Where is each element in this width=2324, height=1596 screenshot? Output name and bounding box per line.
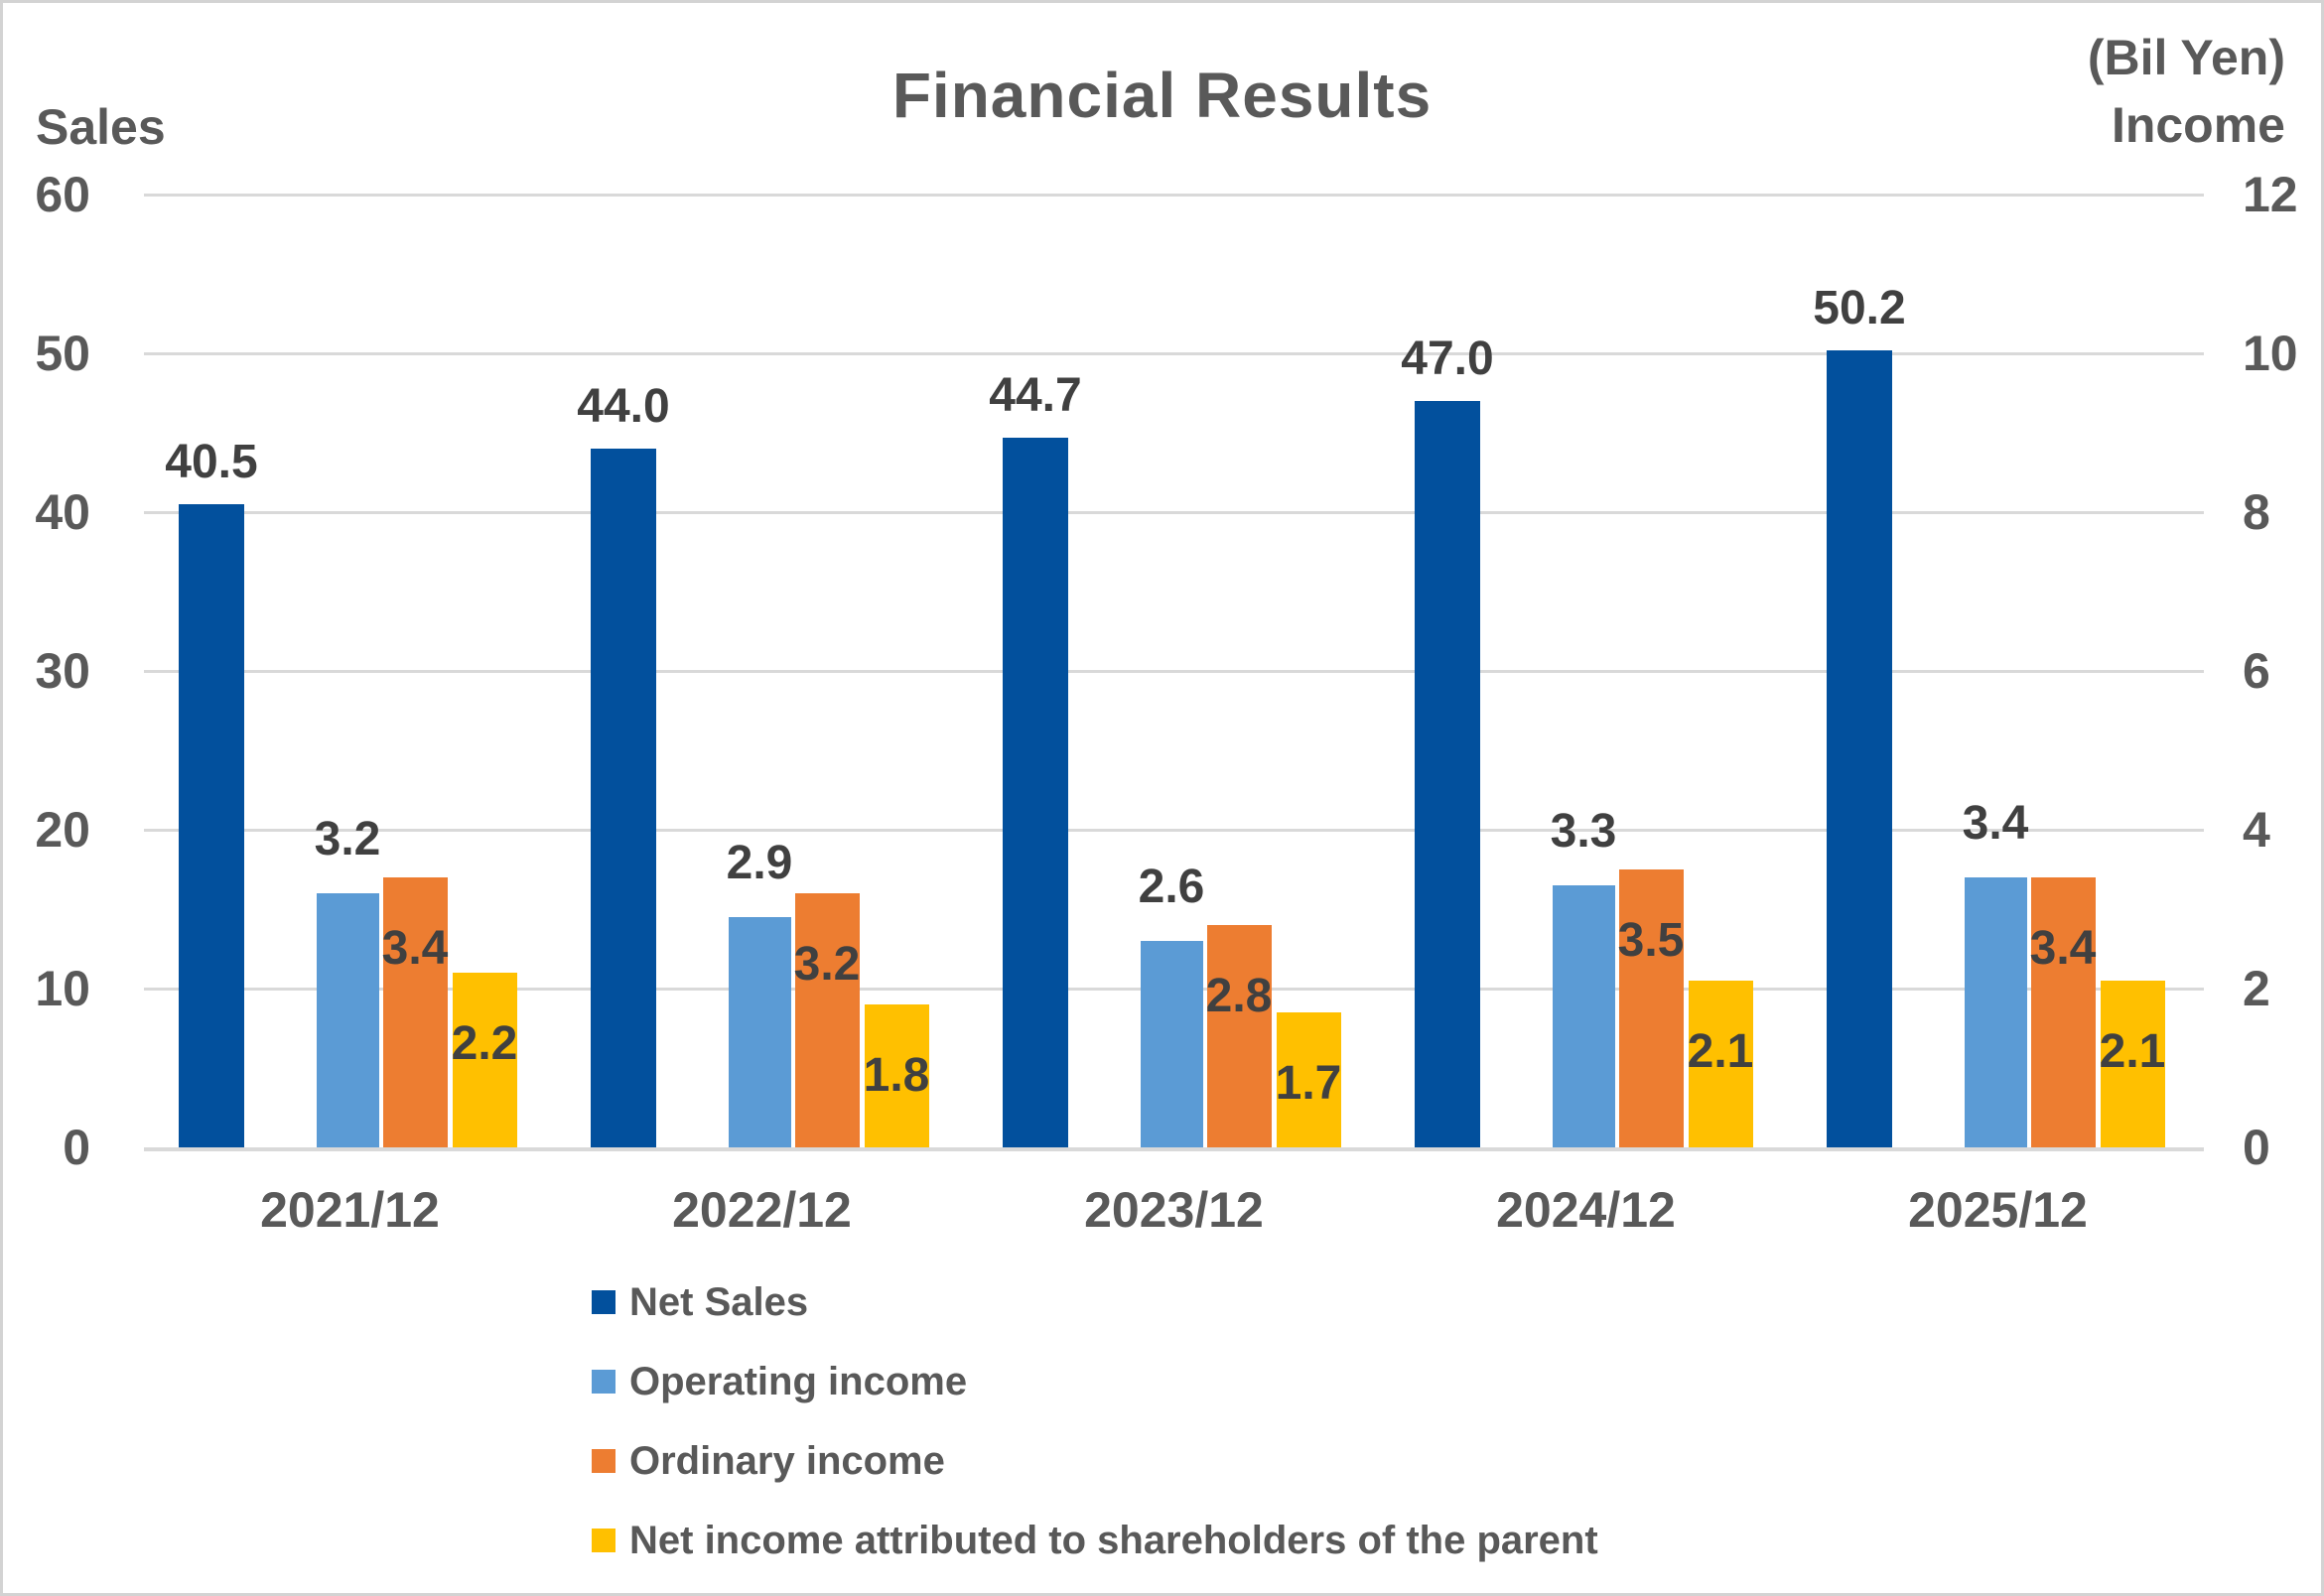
x-axis-label-2023-12: 2023/12 — [1084, 1182, 1264, 1238]
legend-swatch-ordinary-income — [592, 1449, 615, 1473]
y-axis-tick-right: 2 — [2243, 961, 2270, 1016]
gridline — [144, 669, 2204, 673]
legend-item-operating-income: Operating income — [592, 1352, 967, 1411]
data-label-net-sales-2023-12: 44.7 — [989, 368, 1082, 422]
right-axis-unit-note: (Bil Yen) — [2087, 30, 2285, 85]
left-axis-title: Sales — [36, 99, 166, 155]
legend-item-ordinary-income: Ordinary income — [592, 1431, 945, 1491]
bar-net-income-attributed-to-shareholders-of-the-parent-2022-12 — [865, 1004, 929, 1147]
right-axis-title: Income — [2111, 97, 2285, 153]
x-axis-label-2025-12: 2025/12 — [1908, 1182, 2088, 1238]
data-label-operating-income-2024-12: 3.3 — [1550, 805, 1617, 858]
legend-swatch-operating-income — [592, 1370, 615, 1394]
bar-operating-income-2023-12 — [1141, 941, 1203, 1147]
bar-ordinary-income-2023-12 — [1207, 925, 1272, 1147]
y-axis-tick-left: 20 — [35, 802, 90, 858]
legend-label-operating-income: Operating income — [629, 1359, 968, 1403]
legend-swatch-net-sales — [592, 1290, 615, 1314]
bar-net-sales-2023-12 — [1003, 437, 1068, 1147]
bar-net-sales-2024-12 — [1415, 401, 1480, 1147]
legend-label-net-income-attributed-to-shareholders-of-the-parent: Net income attributed to shareholders of… — [629, 1518, 1598, 1562]
y-axis-tick-left: 60 — [35, 167, 90, 222]
legend-item-net-sales: Net Sales — [592, 1272, 808, 1332]
data-label-ordinary-income-2021-12: 3.4 — [381, 922, 449, 975]
y-axis-tick-right: 4 — [2243, 802, 2270, 858]
bar-net-income-attributed-to-shareholders-of-the-parent-2025-12 — [2101, 981, 2165, 1147]
gridline — [144, 510, 2204, 514]
bar-ordinary-income-2022-12 — [795, 893, 860, 1147]
bar-net-sales-2022-12 — [591, 449, 656, 1147]
legend-item-net-income-attributed-to-shareholders-of-the-parent: Net income attributed to shareholders of… — [592, 1511, 1598, 1570]
data-label-net-income-attributed-to-shareholders-of-the-parent-2023-12: 1.7 — [1275, 1057, 1342, 1110]
bar-ordinary-income-2024-12 — [1619, 869, 1684, 1147]
data-label-net-sales-2022-12: 44.0 — [577, 380, 670, 433]
bar-ordinary-income-2021-12 — [383, 877, 448, 1147]
gridline — [144, 351, 2204, 355]
x-axis-label-2022-12: 2022/12 — [672, 1182, 852, 1238]
bar-net-sales-2025-12 — [1827, 349, 1892, 1147]
gridline — [144, 1147, 2204, 1151]
legend-swatch-net-income-attributed-to-shareholders-of-the-parent — [592, 1529, 615, 1552]
y-axis-tick-right: 8 — [2243, 484, 2270, 540]
data-label-net-income-attributed-to-shareholders-of-the-parent-2021-12: 2.2 — [451, 1017, 518, 1070]
data-label-operating-income-2022-12: 2.9 — [726, 837, 793, 889]
x-axis-label-2021-12: 2021/12 — [260, 1182, 440, 1238]
y-axis-tick-left: 0 — [63, 1120, 90, 1175]
gridline — [144, 828, 2204, 832]
data-label-operating-income-2023-12: 2.6 — [1138, 861, 1205, 913]
y-axis-tick-left: 10 — [35, 961, 90, 1016]
data-label-operating-income-2021-12: 3.2 — [314, 813, 381, 865]
bar-net-sales-2021-12 — [179, 504, 244, 1147]
data-label-net-sales-2024-12: 47.0 — [1401, 332, 1494, 385]
data-label-net-income-attributed-to-shareholders-of-the-parent-2024-12: 2.1 — [1687, 1025, 1754, 1078]
data-label-net-sales-2025-12: 50.2 — [1813, 281, 1906, 334]
data-label-ordinary-income-2023-12: 2.8 — [1205, 970, 1273, 1022]
bar-operating-income-2021-12 — [317, 893, 379, 1147]
legend-label-net-sales: Net Sales — [629, 1279, 809, 1324]
chart-title: Financial Results — [891, 60, 1433, 131]
bar-operating-income-2022-12 — [729, 917, 791, 1147]
data-label-ordinary-income-2024-12: 3.5 — [1617, 914, 1685, 967]
legend-label-ordinary-income: Ordinary income — [629, 1438, 945, 1483]
y-axis-tick-left: 30 — [35, 643, 90, 699]
y-axis-tick-right: 12 — [2243, 167, 2298, 222]
data-label-net-sales-2021-12: 40.5 — [165, 436, 258, 488]
data-label-net-income-attributed-to-shareholders-of-the-parent-2025-12: 2.1 — [2099, 1025, 2166, 1078]
bar-operating-income-2024-12 — [1553, 885, 1615, 1147]
bar-net-income-attributed-to-shareholders-of-the-parent-2024-12 — [1689, 981, 1753, 1147]
bar-net-income-attributed-to-shareholders-of-the-parent-2021-12 — [453, 973, 517, 1147]
y-axis-tick-right: 0 — [2243, 1120, 2270, 1175]
bar-ordinary-income-2025-12 — [2031, 877, 2096, 1147]
y-axis-tick-right: 6 — [2243, 643, 2270, 699]
data-label-ordinary-income-2025-12: 3.4 — [2029, 922, 2097, 975]
data-label-operating-income-2025-12: 3.4 — [1962, 797, 2029, 850]
x-axis-label-2024-12: 2024/12 — [1496, 1182, 1676, 1238]
data-label-net-income-attributed-to-shareholders-of-the-parent-2022-12: 1.8 — [863, 1049, 930, 1102]
y-axis-tick-right: 10 — [2243, 326, 2298, 381]
y-axis-tick-left: 50 — [35, 326, 90, 381]
gridline — [144, 193, 2204, 197]
bar-operating-income-2025-12 — [1965, 877, 2027, 1147]
y-axis-tick-left: 40 — [35, 484, 90, 540]
data-label-ordinary-income-2022-12: 3.2 — [793, 938, 861, 991]
bar-net-income-attributed-to-shareholders-of-the-parent-2023-12 — [1277, 1012, 1341, 1147]
